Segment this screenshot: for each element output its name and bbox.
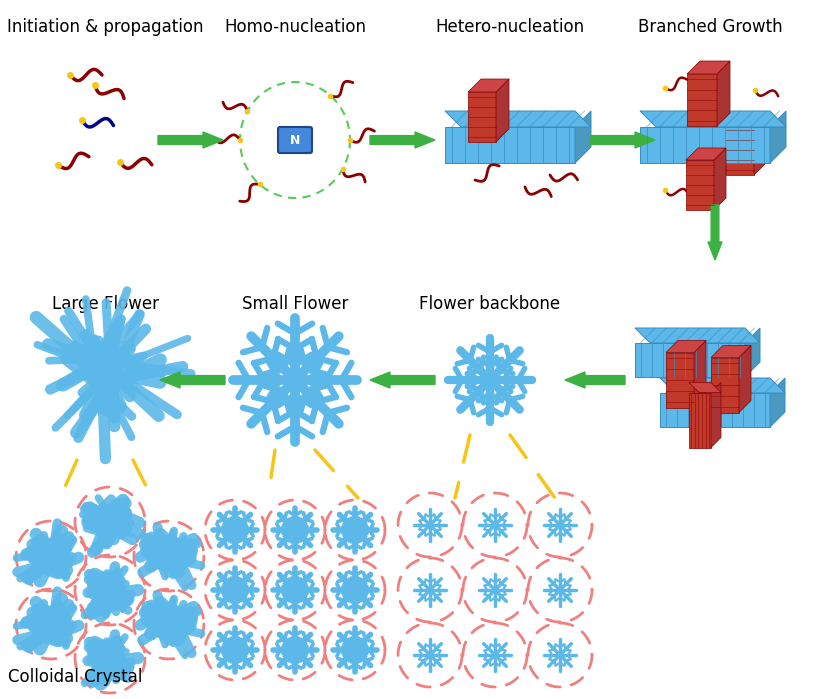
FancyArrow shape (160, 372, 225, 388)
Polygon shape (717, 61, 730, 126)
Polygon shape (694, 340, 706, 408)
Polygon shape (445, 111, 591, 127)
Polygon shape (635, 343, 745, 377)
Text: Colloidal Crystal: Colloidal Crystal (8, 668, 142, 686)
Polygon shape (496, 79, 509, 142)
FancyArrow shape (370, 132, 435, 148)
Polygon shape (575, 111, 591, 163)
Polygon shape (770, 378, 785, 427)
Polygon shape (689, 393, 711, 447)
Polygon shape (770, 111, 786, 163)
Polygon shape (711, 382, 721, 447)
Polygon shape (711, 357, 739, 412)
Text: Hetero-nucleation: Hetero-nucleation (435, 18, 585, 36)
Polygon shape (726, 113, 766, 125)
Polygon shape (660, 393, 770, 427)
Polygon shape (468, 79, 509, 92)
Text: Flower backbone: Flower backbone (420, 295, 560, 313)
FancyArrow shape (158, 132, 223, 148)
Text: N: N (289, 134, 300, 147)
Polygon shape (640, 127, 770, 163)
Polygon shape (660, 378, 785, 393)
Polygon shape (726, 125, 754, 175)
Polygon shape (754, 113, 766, 175)
Text: Large Flower: Large Flower (51, 295, 159, 313)
Polygon shape (687, 61, 730, 74)
Polygon shape (635, 328, 760, 343)
Polygon shape (687, 74, 717, 126)
FancyArrow shape (708, 205, 722, 260)
Polygon shape (739, 345, 751, 412)
Polygon shape (445, 127, 575, 163)
FancyArrow shape (565, 372, 625, 388)
Polygon shape (689, 382, 721, 393)
Polygon shape (686, 160, 714, 210)
FancyArrow shape (590, 132, 655, 148)
Polygon shape (714, 148, 726, 210)
FancyBboxPatch shape (278, 127, 312, 153)
FancyArrow shape (370, 372, 435, 388)
Text: Homo-nucleation: Homo-nucleation (224, 18, 366, 36)
Polygon shape (711, 345, 751, 357)
Polygon shape (640, 111, 786, 127)
Polygon shape (745, 328, 760, 377)
Text: Small Flower: Small Flower (242, 295, 348, 313)
Polygon shape (686, 148, 726, 160)
Polygon shape (666, 352, 694, 408)
Polygon shape (666, 340, 706, 352)
Polygon shape (468, 92, 496, 142)
Text: Branched Growth: Branched Growth (638, 18, 782, 36)
Text: Initiation & propagation: Initiation & propagation (7, 18, 203, 36)
